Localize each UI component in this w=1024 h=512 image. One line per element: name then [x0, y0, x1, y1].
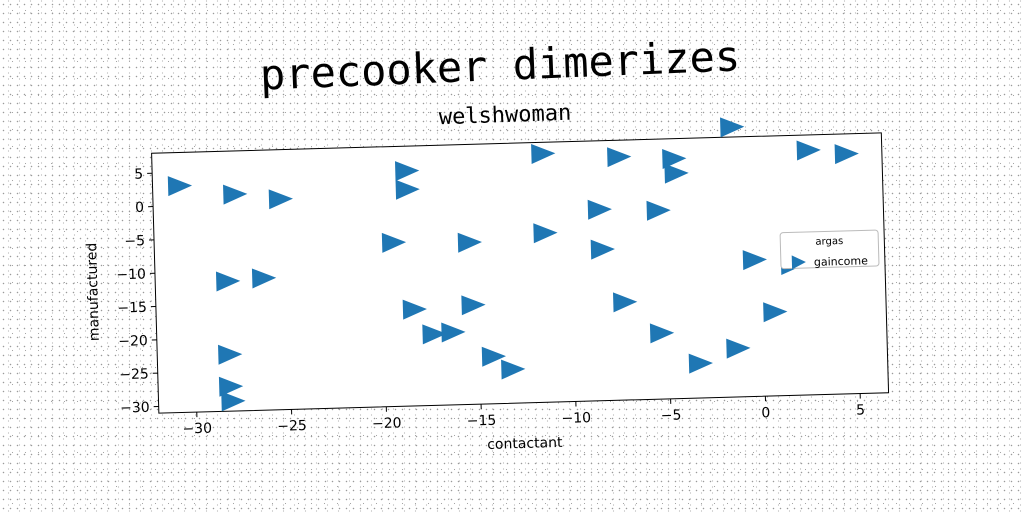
- data-point: [441, 322, 466, 343]
- legend-marker: [791, 255, 806, 270]
- x-tick-label: −20: [372, 415, 402, 432]
- data-point: [688, 353, 713, 374]
- chart-title: precooker dimerizes: [259, 31, 741, 99]
- data-point: [381, 232, 407, 253]
- y-tick-label: −10: [116, 266, 146, 283]
- data-point: [395, 179, 420, 200]
- data-point: [662, 148, 687, 169]
- data-point: [720, 117, 745, 138]
- x-tick-label: −30: [182, 421, 212, 438]
- y-axis-label: manufactured: [84, 242, 103, 341]
- legend: argas gaincome: [779, 229, 880, 270]
- data-point: [481, 346, 507, 367]
- x-tick-label: −10: [561, 410, 591, 427]
- legend-title: argas: [815, 236, 843, 248]
- data-point: [268, 189, 293, 210]
- data-point: [726, 338, 751, 359]
- data-point: [394, 161, 420, 182]
- y-axis: 5 0 −5 −10 −15 −20 −25 −30: [116, 166, 159, 417]
- data-point: [223, 184, 248, 205]
- data-point: [613, 292, 638, 313]
- data-point: [218, 376, 244, 397]
- data-point: [501, 359, 526, 380]
- data-point: [607, 147, 632, 168]
- data-point: [422, 324, 447, 345]
- data-point: [646, 200, 671, 221]
- plot-area: −30 −25 −20 −15 −10 −5 0 5 50−5−10−15−20−25−30 …: [84, 117, 890, 453]
- y-tick-label: −20: [118, 333, 148, 350]
- x-tick-label: 0: [761, 405, 770, 421]
- scatter-series: [167, 117, 859, 412]
- legend-entry: gaincome: [814, 254, 869, 269]
- data-point: [742, 250, 767, 271]
- y-tick-label: −30: [120, 400, 150, 417]
- data-point: [402, 299, 427, 320]
- data-point: [590, 239, 615, 260]
- x-tick-label: −25: [277, 418, 307, 435]
- data-point: [763, 302, 788, 323]
- x-axis-label: contactant: [487, 435, 563, 453]
- x-tick-label: 5: [856, 402, 865, 418]
- data-point: [221, 391, 246, 412]
- legend-box: [779, 229, 880, 270]
- data-point: [587, 199, 612, 220]
- data-point: [834, 144, 859, 165]
- x-tick-label: −15: [467, 413, 497, 430]
- data-point: [218, 344, 243, 365]
- data-point: [167, 176, 193, 197]
- y-tick-label: 5: [134, 166, 143, 182]
- data-point: [649, 323, 675, 344]
- data-point: [215, 271, 241, 292]
- data-point: [796, 140, 821, 161]
- plot-frame: [151, 132, 890, 414]
- data-point: [461, 295, 486, 316]
- y-tick-label: −25: [119, 366, 149, 383]
- x-axis: −30 −25 −20 −15 −10 −5 0 5: [182, 393, 865, 437]
- y-tick-label: 0: [135, 200, 144, 216]
- data-point: [533, 223, 558, 244]
- data-point: [531, 143, 556, 164]
- data-point: [251, 268, 277, 289]
- chart-subtitle: welshwoman: [438, 101, 571, 131]
- y-tick-label: −5: [124, 233, 145, 250]
- x-tick-label: −5: [661, 408, 682, 425]
- data-point: [664, 163, 689, 184]
- y-tick-label: −15: [117, 300, 147, 317]
- data-point: [457, 232, 482, 253]
